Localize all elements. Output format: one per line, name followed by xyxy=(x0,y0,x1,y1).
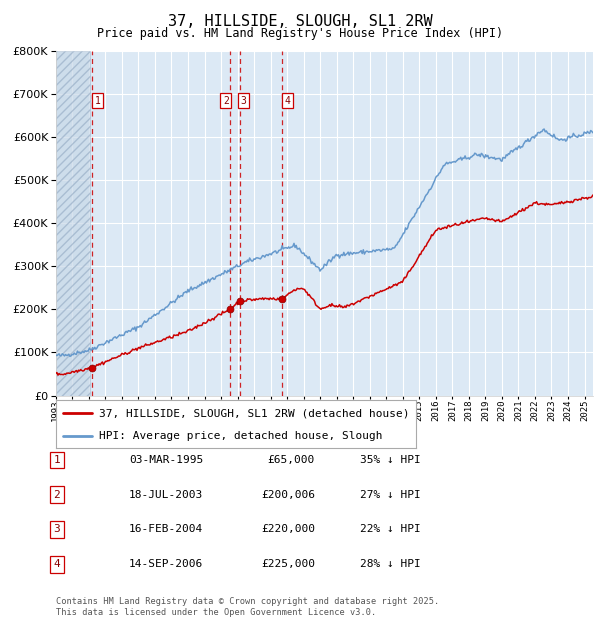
Text: 37, HILLSIDE, SLOUGH, SL1 2RW: 37, HILLSIDE, SLOUGH, SL1 2RW xyxy=(167,14,433,29)
Text: 3: 3 xyxy=(53,525,61,534)
Text: 03-MAR-1995: 03-MAR-1995 xyxy=(129,455,203,465)
Text: 4: 4 xyxy=(284,96,290,106)
Text: 1: 1 xyxy=(95,96,100,106)
Text: 22% ↓ HPI: 22% ↓ HPI xyxy=(360,525,421,534)
Text: 2: 2 xyxy=(223,96,229,106)
Text: 3: 3 xyxy=(241,96,247,106)
Text: 4: 4 xyxy=(53,559,61,569)
Text: 28% ↓ HPI: 28% ↓ HPI xyxy=(360,559,421,569)
Text: 14-SEP-2006: 14-SEP-2006 xyxy=(129,559,203,569)
Text: £225,000: £225,000 xyxy=(261,559,315,569)
Text: 37, HILLSIDE, SLOUGH, SL1 2RW (detached house): 37, HILLSIDE, SLOUGH, SL1 2RW (detached … xyxy=(99,409,409,419)
Text: 2: 2 xyxy=(53,490,61,500)
Text: 1: 1 xyxy=(53,455,61,465)
Text: Price paid vs. HM Land Registry's House Price Index (HPI): Price paid vs. HM Land Registry's House … xyxy=(97,27,503,40)
Text: 27% ↓ HPI: 27% ↓ HPI xyxy=(360,490,421,500)
Text: £200,006: £200,006 xyxy=(261,490,315,500)
Text: 35% ↓ HPI: 35% ↓ HPI xyxy=(360,455,421,465)
Text: Contains HM Land Registry data © Crown copyright and database right 2025.
This d: Contains HM Land Registry data © Crown c… xyxy=(56,598,439,617)
Text: £65,000: £65,000 xyxy=(268,455,315,465)
Text: HPI: Average price, detached house, Slough: HPI: Average price, detached house, Slou… xyxy=(99,431,383,441)
Text: 16-FEB-2004: 16-FEB-2004 xyxy=(129,525,203,534)
Text: 18-JUL-2003: 18-JUL-2003 xyxy=(129,490,203,500)
Text: £220,000: £220,000 xyxy=(261,525,315,534)
